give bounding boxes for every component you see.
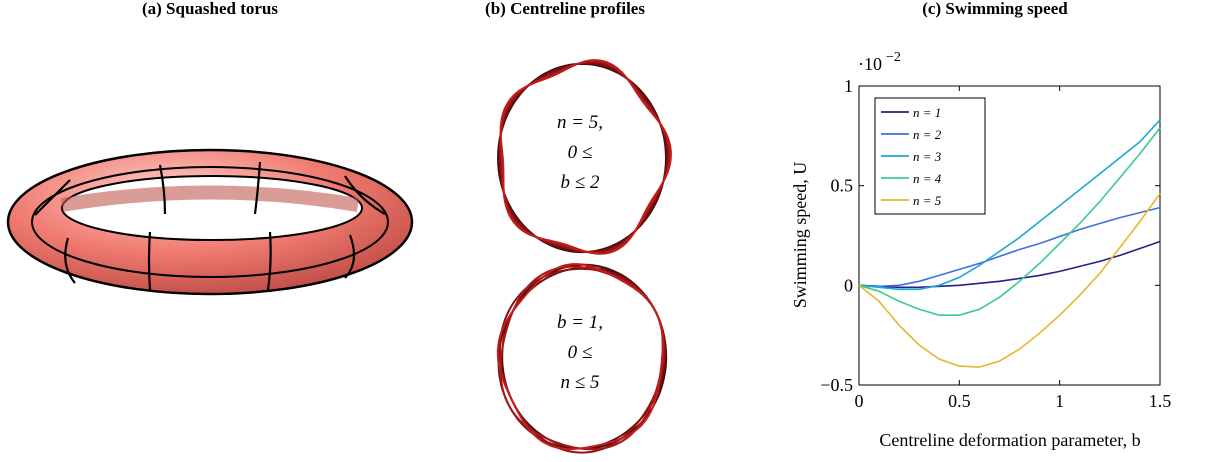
y-axis-label: Swimming speed, U <box>790 162 810 309</box>
y-multiplier-exponent: −2 <box>886 50 901 65</box>
chart-title: (c) Swimming speed <box>922 0 1068 18</box>
y-tick-label: 1 <box>844 76 853 96</box>
y-tick-label: 0.5 <box>831 176 854 196</box>
panel-title: (a) Squashed torus <box>142 0 278 18</box>
profile-label: 0 ≤ <box>568 142 593 163</box>
x-tick-label: 1 <box>1055 391 1064 411</box>
torus <box>8 150 412 294</box>
profile-label: 0 ≤ <box>568 342 593 363</box>
profile-label: n ≤ 5 <box>561 372 600 393</box>
series-line <box>859 242 1160 288</box>
panel-title: (b) Centreline profiles <box>485 0 645 18</box>
profile-label: b ≤ 2 <box>561 172 600 193</box>
legend-label: n = 3 <box>913 149 942 164</box>
profile-label: b = 1, <box>557 312 603 333</box>
legend-label: n = 2 <box>913 127 942 142</box>
legend-label: n = 1 <box>913 105 941 120</box>
page: {"panel_a": {"title": "(a) Squashed toru… <box>0 0 1208 457</box>
profile-label: n = 5, <box>557 112 603 133</box>
y-multiplier: ·10 <box>858 54 882 74</box>
series-line <box>859 208 1160 287</box>
figure: (a) Squashed torus (b) Centreline profil… <box>0 0 1208 457</box>
x-tick-label: 1.5 <box>1149 391 1172 411</box>
legend-label: n = 4 <box>913 171 942 186</box>
x-tick-label: 0 <box>855 391 864 411</box>
y-tick-label: 0 <box>844 275 853 295</box>
y-tick-label: −0.5 <box>820 375 853 395</box>
x-axis-label: Centreline deformation parameter, b <box>879 430 1140 450</box>
x-tick-label: 0.5 <box>948 391 971 411</box>
legend-label: n = 5 <box>913 193 942 208</box>
